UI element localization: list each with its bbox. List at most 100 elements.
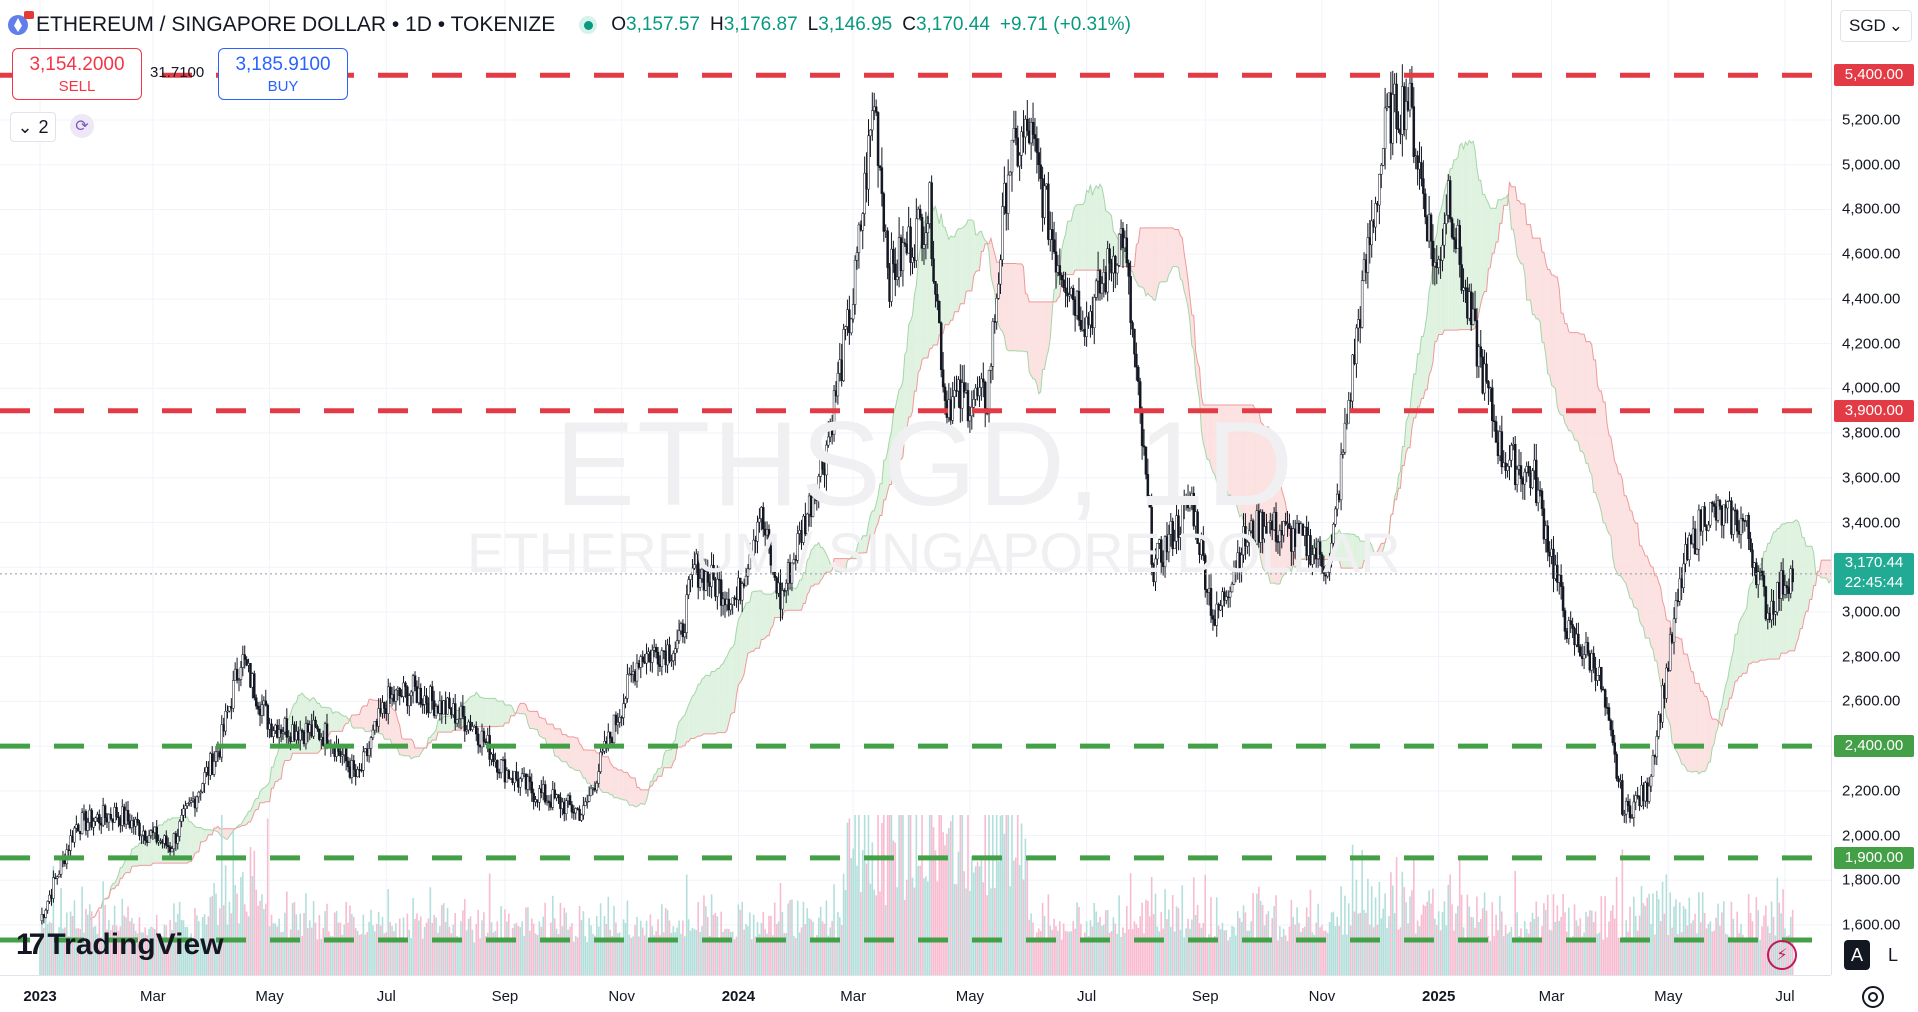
volume-bar [1499,896,1501,975]
cloud-segment [390,706,392,745]
candle-body [165,836,167,846]
candle-body [672,653,674,660]
volume-bar [921,815,923,975]
volume-bar [1023,879,1025,975]
volume-bar [276,927,278,975]
indicators-toggle-button[interactable]: ⌄ 2 [10,112,56,142]
volume-bar [990,888,992,975]
volume-bar [1183,937,1185,975]
volume-bar [1551,930,1553,975]
volume-bar [1344,896,1346,975]
volume-bar [537,935,539,975]
candle-body [781,590,783,609]
cloud-segment [208,830,210,835]
volume-bar [650,914,652,975]
cloud-segment [1083,202,1085,270]
cloud-segment [492,698,494,726]
volume-bar [623,919,625,975]
cloud-segment [1069,221,1071,275]
volume-bar [1595,911,1597,975]
volume-bar [1690,923,1692,975]
volume-bar [1641,886,1643,975]
volume-bar [1137,928,1139,975]
cloud-segment [1527,225,1529,300]
x-tick-label: Mar [1539,988,1565,1005]
volume-bar [571,923,573,975]
volume-bar [273,923,275,975]
sell-button[interactable]: 3,154.2000 SELL [12,48,142,100]
market-status-icon[interactable] [579,16,597,34]
candle-body [1059,266,1061,276]
lightning-icon[interactable]: ⚡ [1767,940,1797,970]
buy-button[interactable]: 3,185.9100 BUY [218,48,348,100]
settings-icon[interactable] [1862,986,1884,1008]
tradingview-logo[interactable]: 17 TradingView [16,928,224,962]
volume-bar [992,815,994,975]
candle-body [877,112,879,165]
candle-body [98,815,100,824]
candle-body [1348,400,1350,423]
cloud-segment [1136,243,1138,286]
volume-bar [1706,928,1708,975]
candle-body [1072,288,1074,300]
candle-body [1392,94,1394,143]
volume-bar [1172,895,1174,975]
volume-bar [418,921,420,975]
cloud-segment [1548,269,1550,375]
symbol-title[interactable]: ETHEREUM / SINGAPORE DOLLAR • 1D • TOKEN… [36,13,555,37]
cloud-segment [589,750,591,785]
candle-body [45,910,47,917]
cloud-segment [1697,683,1699,773]
cloud-segment [614,768,616,798]
volume-bar [638,936,640,975]
refresh-icon[interactable]: ⟳ [70,114,94,138]
cloud-segment [976,235,978,272]
volume-bar [1719,926,1721,975]
volume-bar [768,916,770,975]
candle-body [1648,786,1650,801]
cloud-segment [1557,277,1559,413]
volume-bar [914,887,916,975]
volume-bar [1700,922,1702,975]
volume-bar [1065,931,1067,975]
log-scale-button[interactable]: L [1880,940,1906,970]
candle-body [869,130,871,136]
volume-bar [1514,871,1516,975]
volume-bar [1174,932,1176,975]
candle-body [58,874,60,876]
currency-select[interactable]: SGD ⌄ [1840,10,1912,42]
cloud-segment [692,694,694,738]
volume-bar [937,881,939,975]
cloud-segment [1488,203,1490,269]
candle-body [186,803,188,805]
candle-body [353,760,355,769]
cloud-segment [714,671,716,734]
volume-bar [1245,912,1247,975]
volume-bar [1419,926,1421,975]
chevron-down-icon: ⌄ [1889,16,1903,36]
volume-bar [1409,896,1411,975]
sell-label: SELL [13,78,141,95]
cloud-segment [1418,354,1420,407]
cloud-segment [723,659,725,732]
candle-body [879,166,881,168]
volume-bar [1115,924,1117,975]
cloud-segment [689,700,691,741]
volume-bar [255,890,257,975]
volume-bar [548,940,550,975]
cloud-segment [710,672,712,734]
cloud-segment [555,729,557,756]
volume-bar [422,939,424,975]
cloud-segment [1004,264,1006,349]
cloud-segment [197,827,199,852]
candle-body [399,688,401,695]
volume-bar [902,815,904,975]
cloud-segment [568,737,570,768]
volume-bar [986,895,988,975]
cloud-segment [624,772,626,800]
volume-bar [747,926,749,975]
x-tick-label: May [1654,988,1682,1005]
auto-scale-button[interactable]: A [1844,940,1870,970]
candle-body [420,688,422,704]
